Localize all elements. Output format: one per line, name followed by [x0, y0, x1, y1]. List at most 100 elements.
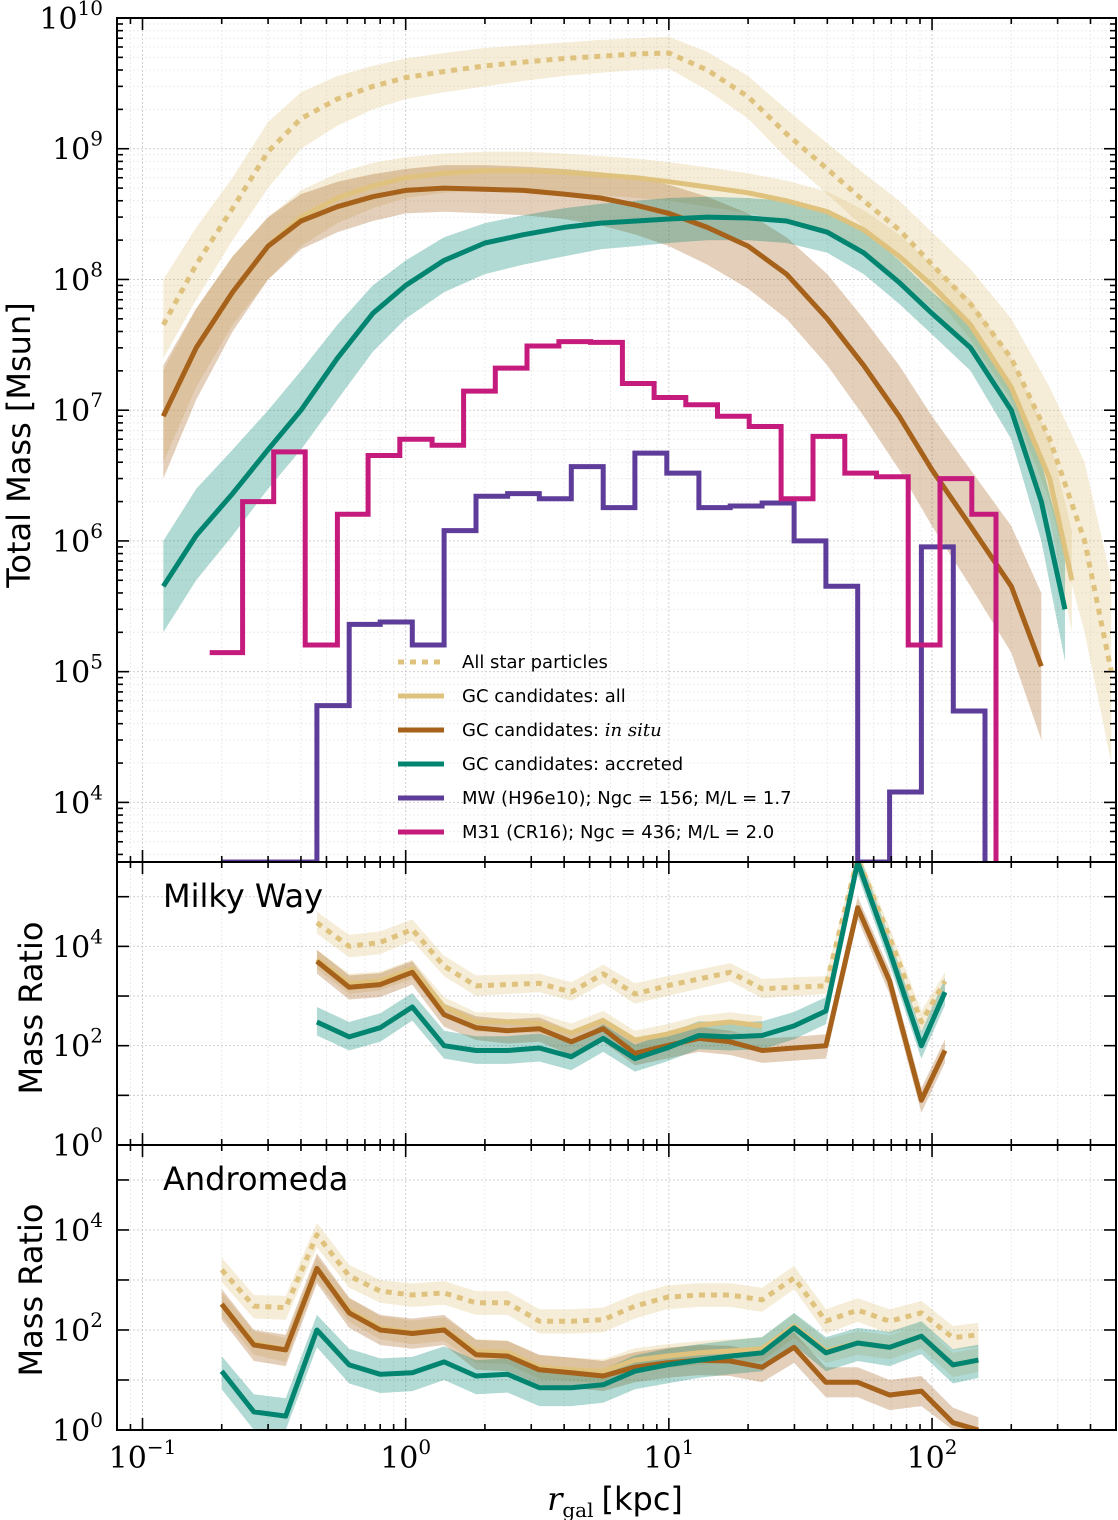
y-tick-label: 108: [52, 257, 103, 298]
y-tick-label: 1010: [39, 0, 103, 37]
x-tick-labels: 10−1 100 101 102: [109, 1435, 958, 1476]
in_situ-band: [163, 165, 1042, 741]
y-tick-exponent: 7: [90, 388, 103, 412]
milky-way-plot-area: [315, 862, 948, 1113]
x-tick-base: 10: [907, 1441, 945, 1476]
y-tick-label: 109: [52, 127, 103, 168]
in_situ-line: [315, 905, 948, 1103]
y-tick-exponent: 8: [90, 257, 103, 281]
y-tick-exponent: 5: [90, 650, 103, 674]
y-tick-label: 102: [52, 1308, 103, 1349]
in_situ-band: [316, 896, 945, 1113]
x-tick-exponent: 0: [418, 1435, 431, 1459]
y-tick-base: 10: [52, 133, 90, 168]
panel-frame: [116, 1144, 1117, 1431]
accreted-line: [219, 1325, 979, 1419]
x-tick-label: 101: [643, 1435, 694, 1476]
y-tick-label: 102: [52, 1024, 103, 1065]
accreted-band: [163, 196, 1066, 662]
andromeda-y-label: Mass Ratio: [12, 1204, 50, 1377]
legend-label-text: MW (H96e10); Ngc = 156; M/L = 1.7: [462, 788, 792, 809]
y-tick-label: 106: [52, 519, 103, 560]
gc_all-line: [161, 168, 1075, 581]
legend-label: GC candidates: accreted: [462, 754, 683, 775]
y-tick-label: 104: [52, 1208, 103, 1249]
legend-label: M31 (CR16); Ngc = 436; M/L = 2.0: [462, 822, 774, 843]
andromeda-plot-area: [219, 1222, 980, 1430]
x-tick-base: 10: [109, 1441, 147, 1476]
y-tick-label: 104: [52, 924, 103, 965]
mw-histogram: [221, 450, 988, 862]
y-tick-label: 100: [52, 1408, 103, 1449]
legend-label-text: GC candidates: all: [462, 686, 626, 707]
y-tick-base: 10: [52, 263, 90, 298]
x-tick-label: 10−1: [109, 1435, 177, 1476]
legend-label: MW (H96e10); Ngc = 156; M/L = 1.7: [462, 788, 792, 809]
y-tick-exponent: 6: [90, 519, 103, 543]
m31-histogram: [209, 339, 999, 862]
y-tick-base: 10: [52, 394, 90, 429]
gc_all-line: [315, 957, 763, 1043]
all_particles-band: [316, 862, 945, 1033]
y-tick-label: 100: [52, 1123, 103, 1164]
milky-way-panel-label: Milky Way: [163, 877, 323, 915]
x-axis-unit: [kpc]: [602, 1480, 683, 1518]
legend: All star particles GC candidates: all GC c…: [398, 652, 792, 843]
x-axis-variable: r: [547, 1480, 564, 1518]
y-tick-exponent: 4: [90, 780, 103, 804]
total-mass-plot-area: [161, 36, 1114, 862]
x-tick-exponent: 2: [945, 1435, 958, 1459]
y-tick-label: 104: [52, 780, 103, 821]
y-tick-base: 10: [39, 2, 77, 37]
accreted-band: [316, 862, 945, 1072]
x-tick-exponent: 1: [682, 1435, 695, 1459]
x-tick-label: 100: [380, 1435, 431, 1476]
y-tick-base: 10: [52, 1214, 90, 1249]
y-tick-label: 107: [52, 388, 103, 429]
milky-way-y-label: Mass Ratio: [12, 922, 50, 1095]
y-tick-exponent: 0: [90, 1123, 103, 1147]
y-tick-base: 10: [52, 656, 90, 691]
legend-label-italic: in situ: [605, 720, 662, 741]
total-mass-y-label: Total Mass [Msun]: [0, 302, 38, 588]
all_particles-band: [221, 1222, 979, 1350]
andromeda-panel-label: Andromeda: [163, 1160, 348, 1198]
gc_all-band: [221, 1256, 979, 1383]
x-tick-base: 10: [380, 1441, 418, 1476]
in_situ-line: [219, 1265, 980, 1430]
x-tick-base: 10: [643, 1441, 681, 1476]
all_particles-band: [163, 36, 1112, 763]
y-tick-base: 10: [52, 930, 90, 965]
x-axis-subscript: gal: [562, 1498, 593, 1520]
legend-label-text: M31 (CR16); Ngc = 436; M/L = 2.0: [462, 822, 774, 843]
y-tick-base: 10: [52, 786, 90, 821]
legend-label-text: GC candidates:: [462, 720, 605, 741]
y-tick-base: 10: [52, 1030, 90, 1065]
y-tick-exponent: 9: [90, 127, 103, 151]
legend-label-text: GC candidates: accreted: [462, 754, 683, 775]
andromeda-grid: [116, 1145, 1117, 1431]
legend-label-text: All star particles: [462, 652, 608, 673]
y-tick-exponent: 4: [90, 1208, 103, 1232]
legend-label: GC candidates: in situ: [462, 720, 662, 741]
y-tick-base: 10: [52, 525, 90, 560]
x-tick-label: 102: [907, 1435, 958, 1476]
legend-label: All star particles: [462, 652, 608, 673]
y-tick-exponent: 2: [90, 1308, 103, 1332]
y-tick-exponent: 2: [90, 1024, 103, 1048]
y-tick-base: 10: [52, 1129, 90, 1164]
y-tick-base: 10: [52, 1314, 90, 1349]
legend-label: GC candidates: all: [462, 686, 626, 707]
accreted-line: [161, 214, 1068, 610]
y-tick-exponent: 4: [90, 924, 103, 948]
y-tick-base: 10: [52, 1414, 90, 1449]
y-tick-exponent: 10: [78, 0, 103, 20]
y-tick-exponent: 0: [90, 1408, 103, 1432]
in_situ-line: [161, 185, 1044, 668]
accreted-line: [315, 862, 948, 1062]
